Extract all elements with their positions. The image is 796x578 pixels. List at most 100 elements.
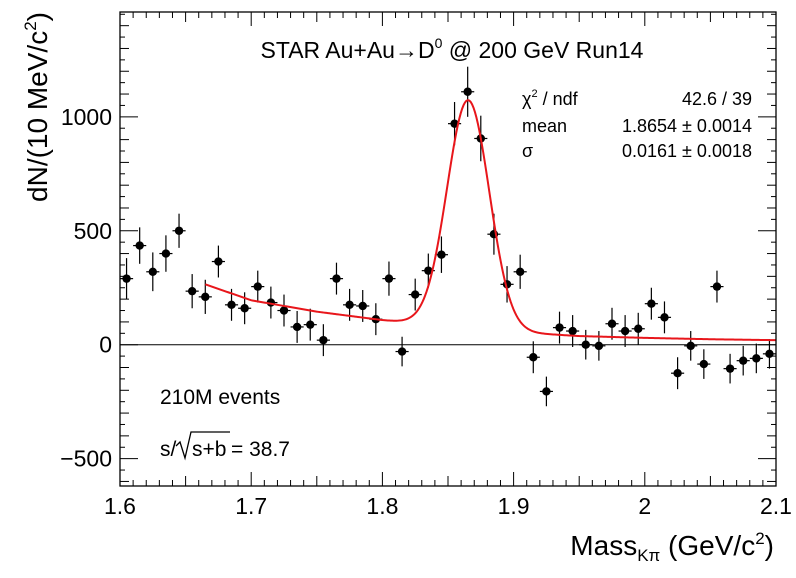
data-point (736, 345, 750, 376)
marker (450, 119, 459, 128)
chart-title: STAR Au+Au→D0 @ 200 GeV Run14 (261, 35, 644, 63)
data-point (185, 274, 199, 309)
marker (319, 335, 328, 345)
data-point (198, 279, 212, 314)
data-point (408, 278, 422, 311)
marker (397, 347, 407, 356)
x-tick-label: 1.8 (366, 493, 398, 519)
data-point (329, 262, 344, 295)
marker (148, 267, 157, 276)
marker (607, 319, 617, 328)
data-point (526, 341, 540, 374)
data-point (605, 307, 619, 340)
marker (594, 341, 604, 351)
data-point (657, 301, 672, 334)
data-point (316, 324, 330, 357)
marker (634, 324, 643, 333)
marker (292, 322, 302, 332)
marker (424, 266, 433, 275)
marker (765, 349, 774, 359)
data-point (723, 353, 737, 384)
data-point (566, 315, 580, 347)
events-annotation: 210M events (160, 386, 280, 409)
marker (358, 301, 367, 311)
marker (240, 304, 249, 313)
data-point (631, 312, 645, 345)
x-tick-label: 2 (638, 493, 651, 519)
data-point (434, 236, 448, 273)
data-point (277, 294, 291, 327)
axes: 1.6 1.7 1.8 1.9 2 2.1 −500 0 500 1000 (60, 11, 792, 519)
data-point (251, 270, 265, 303)
data-point (552, 311, 567, 344)
data-point (211, 245, 225, 278)
significance-prefix: s/ (160, 438, 177, 461)
significance-value: = 38.7 (231, 438, 290, 461)
data-point (382, 261, 396, 296)
x-axis-title: MassKπ (GeV/c2) (570, 529, 774, 565)
data-point (172, 213, 186, 248)
stat-value-mean: 1.8654 ± 0.0014 (622, 116, 752, 136)
sqrt-sign-icon (175, 431, 230, 461)
stat-value-chi2: 42.6 / 39 (682, 89, 752, 109)
marker (725, 364, 735, 373)
data-point (618, 315, 632, 347)
fit-curve-layer (204, 99, 777, 342)
data-point (159, 235, 173, 272)
stat-label-mean: mean (522, 116, 567, 136)
marker (227, 300, 236, 310)
data-point (461, 66, 475, 117)
y-axis-title: dN/(10 MeV/c2) (21, 12, 53, 202)
data-marks (120, 66, 776, 407)
data-point (238, 292, 252, 325)
marker (437, 250, 446, 259)
y-tick-label: 1000 (61, 104, 112, 130)
marker (660, 313, 669, 322)
marker (332, 274, 341, 283)
data-point (671, 357, 685, 390)
x-tick-label: 2.1 (760, 493, 792, 519)
marker (384, 274, 394, 283)
marker (463, 87, 472, 96)
data-point (290, 310, 304, 343)
fit-stats-box: χ2 / ndf 42.6 / 39 mean 1.8654 ± 0.0014 … (522, 88, 752, 161)
marker (568, 326, 577, 336)
marker (187, 286, 197, 296)
data-point (395, 336, 409, 367)
significance-radicand: s+b (192, 438, 226, 461)
marker (529, 353, 538, 362)
stat-label-chi2: χ2 / ndf (522, 88, 579, 109)
stat-value-sigma: 0.0161 ± 0.0018 (622, 141, 752, 161)
data-point (146, 252, 160, 292)
marker (135, 241, 144, 250)
data-point (303, 308, 317, 341)
marker (253, 282, 262, 291)
data-point (513, 254, 527, 289)
marker (752, 354, 761, 363)
marker (712, 282, 722, 291)
marker (515, 267, 525, 276)
marker (174, 226, 184, 235)
y-tick-label: −500 (60, 446, 112, 472)
marker (201, 292, 210, 302)
marker (279, 306, 289, 315)
marker (620, 326, 630, 336)
marker (161, 249, 171, 258)
marker (411, 290, 420, 299)
x-tick-label: 1.9 (498, 493, 530, 519)
marker (739, 356, 748, 365)
data-point (684, 331, 698, 361)
data-point (697, 349, 711, 379)
fit-curve (204, 99, 777, 342)
data-point (539, 376, 553, 407)
marker (647, 299, 656, 308)
data-point (133, 227, 147, 264)
x-tick-label: 1.6 (104, 493, 136, 519)
marker (673, 368, 682, 378)
marker (555, 323, 564, 332)
y-tick-label: 0 (99, 332, 112, 358)
stat-label-sigma: σ (522, 141, 533, 161)
